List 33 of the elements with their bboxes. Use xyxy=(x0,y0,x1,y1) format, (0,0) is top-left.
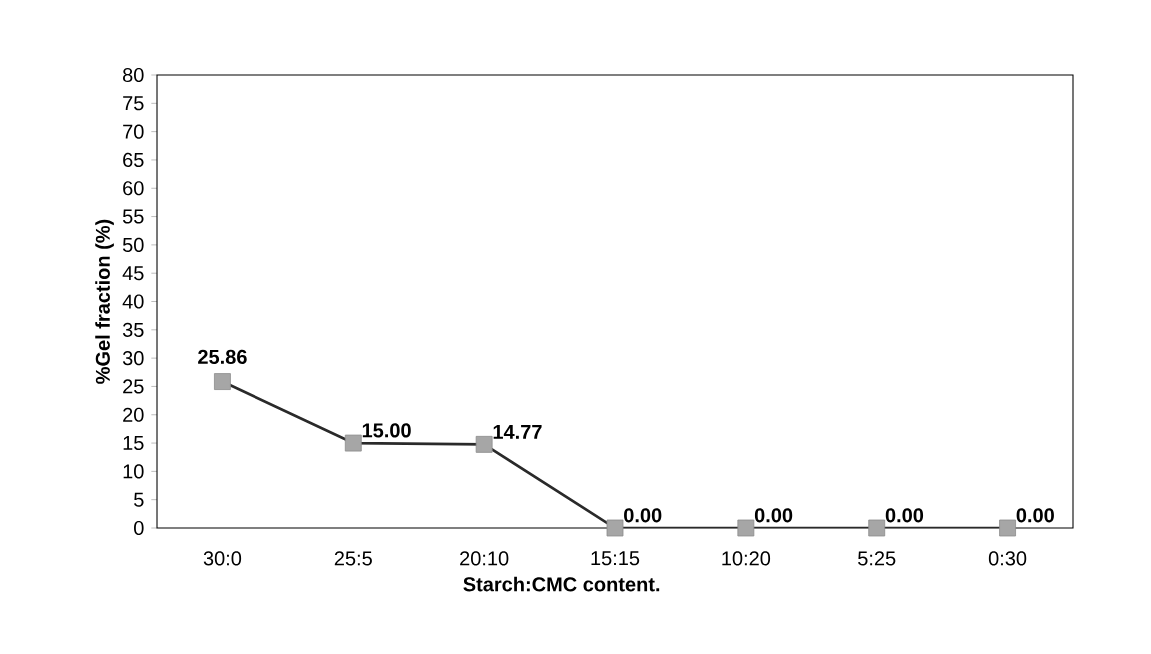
y-tick-label: 35 xyxy=(122,322,144,337)
y-tick-label: 75 xyxy=(123,96,144,111)
y-tick-label: 20 xyxy=(123,407,144,422)
y-tick-label: 5 xyxy=(134,492,144,507)
y-tick-label: 65 xyxy=(123,152,144,168)
y-tick-label: 15 xyxy=(123,436,144,451)
y-tick-label: 30 xyxy=(122,351,144,366)
y-tick-label: 25 xyxy=(123,379,144,394)
y-tick-label: 80 xyxy=(123,67,144,83)
data-label: 14.77 xyxy=(493,425,542,439)
data-label: 0.00 xyxy=(885,508,924,523)
y-tick-label: 45 xyxy=(122,266,144,281)
y-tick-label: 40 xyxy=(122,294,144,309)
data-label: 0.00 xyxy=(754,508,793,523)
x-tick-label: 30:0 xyxy=(203,551,242,566)
x-tick-label: 10:20 xyxy=(722,551,771,566)
x-tick-label: 25:5 xyxy=(334,551,372,566)
y-tick-label: 60 xyxy=(123,181,144,196)
y-tick-label: 50 xyxy=(122,237,144,252)
x-axis-title: Starch:CMC content. xyxy=(463,576,660,592)
y-tick-label: 55 xyxy=(122,209,144,224)
data-label: 0.00 xyxy=(624,508,662,523)
y-tick-label: 0 xyxy=(134,520,144,536)
y-axis-title: %Gel fraction (%) xyxy=(95,219,114,384)
x-tick-label: 0:30 xyxy=(988,551,1027,566)
y-tick-label: 10 xyxy=(123,464,144,479)
data-label: 15.00 xyxy=(362,423,411,438)
data-label: 25.86 xyxy=(198,349,247,364)
x-tick-label: 15:15 xyxy=(591,551,640,566)
y-tick-label: 70 xyxy=(123,124,144,139)
x-tick-label: 5:25 xyxy=(858,551,896,566)
x-tick-label: 20:10 xyxy=(460,551,509,566)
data-label: 0.00 xyxy=(1016,508,1054,523)
